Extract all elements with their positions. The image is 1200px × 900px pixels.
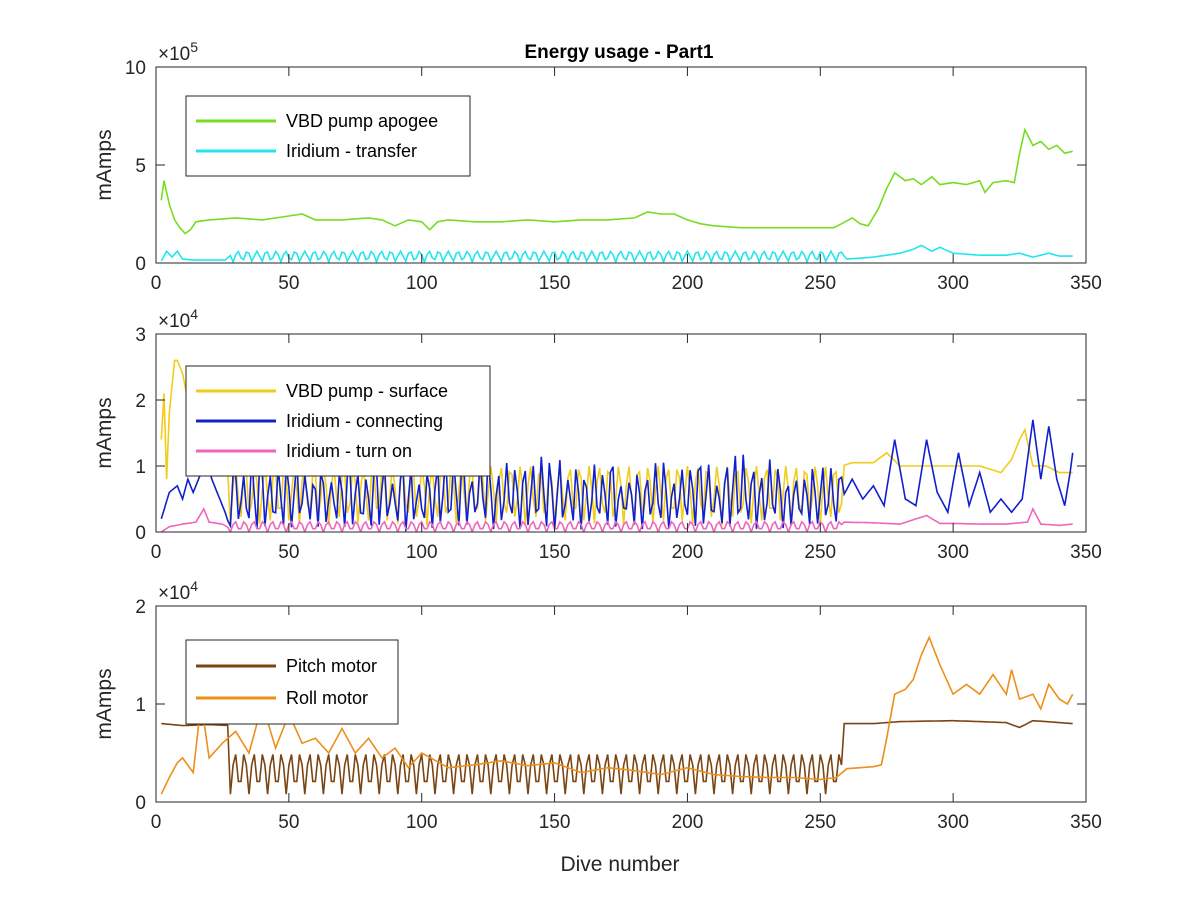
legend-label: VBD pump apogee (286, 111, 438, 131)
x-tick-label: 150 (539, 542, 571, 563)
y-exponent-power: 4 (190, 578, 198, 594)
legend-label: Iridium - turn on (286, 441, 412, 461)
x-tick-label: 100 (406, 542, 438, 563)
x-tick-label: 300 (937, 542, 969, 563)
y-tick-label: 1 (135, 695, 146, 716)
y-tick-label: 2 (135, 597, 146, 618)
y-tick-label: 1 (135, 457, 146, 478)
x-tick-label: 150 (539, 273, 571, 294)
figure-title: Energy usage - Part1 (524, 42, 713, 63)
y-tick-label: 0 (135, 254, 146, 275)
x-tick-label: 350 (1070, 812, 1102, 833)
x-tick-label: 0 (151, 273, 162, 294)
x-tick-label: 300 (937, 273, 969, 294)
y-axis-label: mAmps (93, 668, 116, 739)
x-tick-label: 250 (804, 812, 836, 833)
series-line-vbd-pump-apogee (160, 127, 1073, 235)
y-exponent-power: 5 (190, 39, 198, 55)
x-tick-label: 250 (804, 542, 836, 563)
y-axis-label: mAmps (93, 397, 116, 468)
x-tick-label: 350 (1070, 542, 1102, 563)
x-tick-label: 250 (804, 273, 836, 294)
x-tick-label: 150 (539, 812, 571, 833)
legend-label: Roll motor (286, 688, 368, 708)
x-tick-label: 50 (278, 812, 299, 833)
y-tick-label: 2 (135, 391, 146, 412)
legend-label: VBD pump - surface (286, 381, 448, 401)
x-axis-label: Dive number (560, 853, 679, 876)
x-tick-label: 100 (406, 273, 438, 294)
legend-label: Iridium - transfer (286, 141, 417, 161)
y-exponent-label: ×105 (158, 39, 198, 65)
x-tick-label: 50 (278, 542, 299, 563)
x-tick-label: 100 (406, 812, 438, 833)
series-line-iridium-transfer (160, 244, 1073, 263)
x-tick-label: 200 (672, 542, 704, 563)
legend: VBD pump - surface Iridium - connecting Ir… (185, 365, 491, 477)
series-line-iridium-connecting (160, 419, 1074, 532)
y-tick-label: 3 (135, 325, 146, 346)
x-tick-label: 200 (672, 812, 704, 833)
y-tick-label: 0 (135, 523, 146, 544)
legend-box (185, 639, 399, 725)
legend-label: Iridium - connecting (286, 411, 443, 431)
series-line-pitch-motor (161, 719, 1073, 795)
legend: VBD pump apogee Iridium - transfer (185, 95, 471, 177)
series-line-iridium-turn-on (160, 506, 1073, 532)
y-tick-label: 5 (135, 156, 146, 177)
subplot-1: 0 50 100 150 200 250 300 350 0 5 10 ×105 mAmps VBD pu… (93, 39, 1102, 294)
y-axis-label: mAmps (93, 129, 116, 200)
y-tick-label: 10 (125, 58, 146, 79)
x-tick-label: 200 (672, 273, 704, 294)
x-tick-label: 300 (937, 812, 969, 833)
legend: Pitch motor Roll motor (185, 639, 399, 725)
x-tick-label: 0 (151, 542, 162, 563)
y-exponent-power: 4 (190, 306, 198, 322)
axes-box (155, 333, 1087, 533)
y-tick-label: 0 (135, 793, 146, 814)
x-tick-label: 350 (1070, 273, 1102, 294)
x-tick-label: 0 (151, 812, 162, 833)
x-tick-label: 50 (278, 273, 299, 294)
legend-label: Pitch motor (286, 656, 377, 676)
legend-box (185, 95, 471, 177)
